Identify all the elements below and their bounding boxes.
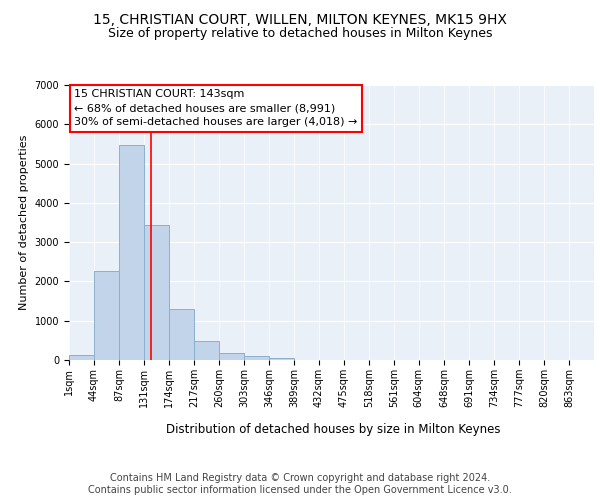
Bar: [119, 144, 145, 360]
Bar: [145, 225, 169, 360]
Text: Size of property relative to detached houses in Milton Keynes: Size of property relative to detached ho…: [108, 28, 492, 40]
Bar: [69, 356, 94, 360]
Bar: [244, 356, 269, 360]
Text: Contains HM Land Registry data © Crown copyright and database right 2024.
Contai: Contains HM Land Registry data © Crown c…: [88, 474, 512, 495]
Text: 15, CHRISTIAN COURT, WILLEN, MILTON KEYNES, MK15 9HX: 15, CHRISTIAN COURT, WILLEN, MILTON KEYN…: [93, 12, 507, 26]
Bar: [194, 341, 219, 360]
Bar: [169, 308, 194, 360]
Bar: [94, 271, 119, 360]
Bar: [219, 352, 244, 360]
Bar: [269, 358, 294, 360]
Text: 15 CHRISTIAN COURT: 143sqm
← 68% of detached houses are smaller (8,991)
30% of s: 15 CHRISTIAN COURT: 143sqm ← 68% of deta…: [74, 89, 358, 127]
Text: Distribution of detached houses by size in Milton Keynes: Distribution of detached houses by size …: [166, 422, 500, 436]
Y-axis label: Number of detached properties: Number of detached properties: [19, 135, 29, 310]
